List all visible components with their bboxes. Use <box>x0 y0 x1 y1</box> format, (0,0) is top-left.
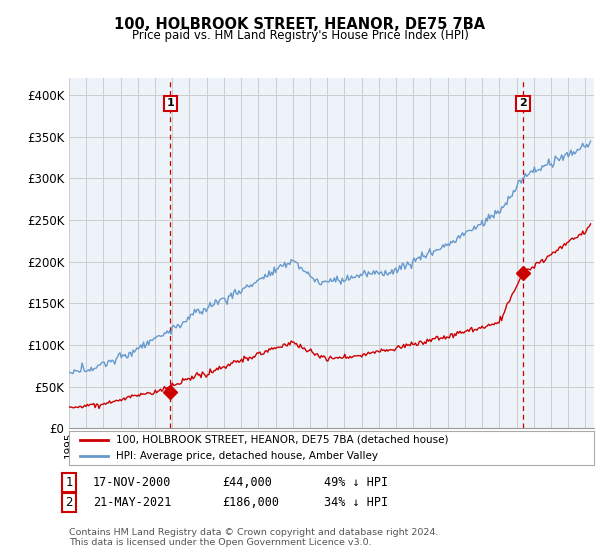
Text: 1: 1 <box>166 99 174 109</box>
Text: £186,000: £186,000 <box>222 496 279 509</box>
Text: 49% ↓ HPI: 49% ↓ HPI <box>324 476 388 489</box>
Text: HPI: Average price, detached house, Amber Valley: HPI: Average price, detached house, Ambe… <box>116 451 378 461</box>
Text: 1: 1 <box>65 476 73 489</box>
Text: 2: 2 <box>519 99 527 109</box>
Text: £44,000: £44,000 <box>222 476 272 489</box>
Text: 100, HOLBROOK STREET, HEANOR, DE75 7BA: 100, HOLBROOK STREET, HEANOR, DE75 7BA <box>115 17 485 32</box>
Text: 34% ↓ HPI: 34% ↓ HPI <box>324 496 388 509</box>
Text: 17-NOV-2000: 17-NOV-2000 <box>93 476 172 489</box>
Text: Contains HM Land Registry data © Crown copyright and database right 2024.
This d: Contains HM Land Registry data © Crown c… <box>69 528 439 547</box>
Text: 2: 2 <box>65 496 73 509</box>
Text: 100, HOLBROOK STREET, HEANOR, DE75 7BA (detached house): 100, HOLBROOK STREET, HEANOR, DE75 7BA (… <box>116 435 449 445</box>
Text: Price paid vs. HM Land Registry's House Price Index (HPI): Price paid vs. HM Land Registry's House … <box>131 29 469 42</box>
Text: 21-MAY-2021: 21-MAY-2021 <box>93 496 172 509</box>
